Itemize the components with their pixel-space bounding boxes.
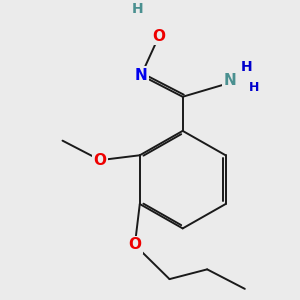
Text: O: O — [152, 29, 165, 44]
Text: H: H — [131, 2, 143, 16]
Text: N: N — [224, 73, 237, 88]
Text: O: O — [94, 153, 107, 168]
Text: H: H — [240, 59, 252, 74]
Text: H: H — [249, 80, 259, 94]
Text: O: O — [128, 238, 141, 253]
Text: N: N — [135, 68, 148, 83]
